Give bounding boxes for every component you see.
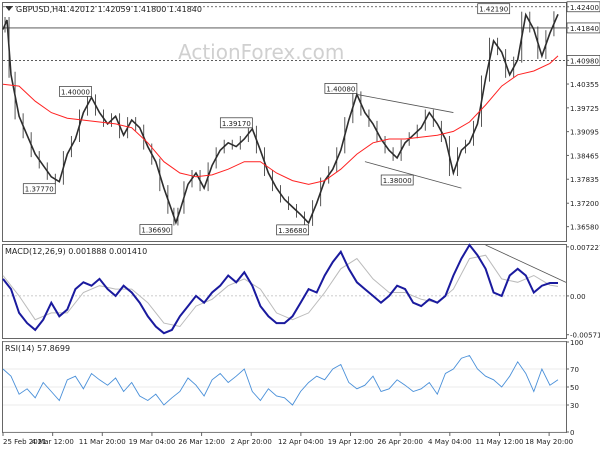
series-lines bbox=[2, 11, 559, 406]
price-y-tick-label: 1.41840 bbox=[570, 25, 599, 33]
price-y-tick-label: 1.37835 bbox=[570, 176, 599, 184]
price-y-tick-label: 1.39095 bbox=[570, 129, 599, 137]
annotation-labels: 1.40000 1.37770 1.39170 1.36690 1.36680 1.400… bbox=[22, 3, 511, 236]
watermark: ActionForex.com bbox=[178, 40, 344, 64]
annotation-label: 1.36680 bbox=[278, 227, 307, 235]
annotation-box bbox=[276, 224, 309, 236]
x-tick-label: 4 Mar 12:00 bbox=[31, 438, 73, 446]
annotation-label: 1.39170 bbox=[222, 120, 251, 128]
rsi-panel-title: RSI(14) 57.8699 bbox=[5, 344, 70, 353]
rsi-y-tick-label: 100 bbox=[570, 339, 583, 347]
price-y-tick-label: 1.42400 bbox=[570, 4, 599, 12]
price-trendline bbox=[356, 94, 454, 113]
macd-y-tick-label: 0.00 bbox=[570, 293, 586, 301]
x-tick-label: 25 Feb 2021 bbox=[3, 438, 47, 446]
annotation-box bbox=[380, 174, 414, 186]
macd-y-tick-label: -0.005714 bbox=[570, 332, 600, 340]
price-y-tick-label: 1.37200 bbox=[570, 200, 599, 208]
annotation-box bbox=[477, 3, 511, 15]
annotation-box bbox=[59, 86, 92, 97]
trendlines bbox=[356, 94, 567, 283]
annotation-box bbox=[139, 224, 173, 235]
rsi-y-tick-label: 0 bbox=[570, 429, 574, 437]
moving-average-line bbox=[2, 55, 559, 185]
macd-panel-frame bbox=[2, 244, 567, 339]
rsi-y-tick-label: 30 bbox=[570, 402, 579, 410]
header-dropdown-icon[interactable] bbox=[5, 6, 13, 11]
chart-ohlc: 1.42012 1.42059 1.41800 1.41840 bbox=[62, 5, 202, 14]
x-tick-label: 19 Apr 12:00 bbox=[328, 438, 374, 446]
annotation-label: 1.40000 bbox=[61, 88, 90, 96]
macd-trendline bbox=[485, 244, 567, 283]
rsi-line bbox=[2, 354, 559, 406]
annotation-box bbox=[22, 183, 56, 195]
macd-line bbox=[2, 243, 558, 335]
x-tick-label: 11 Mar 20:00 bbox=[79, 438, 126, 446]
macd-signal-line bbox=[2, 254, 559, 328]
price-y-tick-label: 1.40980 bbox=[570, 57, 599, 65]
x-tick-label: 26 Mar 12:00 bbox=[178, 438, 225, 446]
rsi-y-tick-label: 70 bbox=[570, 366, 579, 374]
x-tick-label: 2 Apr 20:00 bbox=[231, 438, 272, 446]
macd-panel-title: MACD(12,26,9) 0.001888 0.001410 bbox=[5, 247, 147, 256]
x-tick-label: 4 May 04:00 bbox=[428, 438, 472, 446]
x-tick-label: 19 Mar 04:00 bbox=[129, 438, 176, 446]
annotation-label: 1.37770 bbox=[25, 186, 54, 194]
price-y-tick-label: 1.39725 bbox=[570, 105, 599, 113]
annotation-box bbox=[219, 117, 253, 129]
price-y-tick-label: 1.36580 bbox=[570, 224, 599, 232]
price-y-tick-label: 1.38465 bbox=[570, 152, 599, 160]
annotation-label: 1.42190 bbox=[479, 6, 508, 14]
chart-symbol: GBPUSD,H4 bbox=[16, 5, 63, 14]
annotation-box bbox=[324, 83, 358, 94]
x-tick-label: 26 Apr 20:00 bbox=[377, 438, 423, 446]
macd-y-tick-label: 0.007227 bbox=[570, 244, 600, 252]
price-panel-frame bbox=[2, 2, 567, 242]
annotation-label: 1.36690 bbox=[141, 226, 170, 234]
rsi-y-tick-label: 50 bbox=[570, 384, 579, 392]
x-tick-label: 11 May 12:00 bbox=[475, 438, 523, 446]
annotation-label: 1.40080 bbox=[326, 85, 355, 93]
level-lines bbox=[3, 1, 600, 66]
price-line bbox=[2, 12, 559, 225]
annotation-label: 1.38000 bbox=[383, 177, 412, 185]
x-tick-label: 12 Apr 04:00 bbox=[278, 438, 324, 446]
price-y-tick-label: 1.40355 bbox=[570, 81, 599, 89]
x-tick-label: 18 May 20:00 bbox=[525, 438, 573, 446]
y-axis: 1.42400 1.41840 1.40980 1.40355 1.39725 1.390… bbox=[566, 4, 600, 437]
grid bbox=[3, 295, 566, 433]
